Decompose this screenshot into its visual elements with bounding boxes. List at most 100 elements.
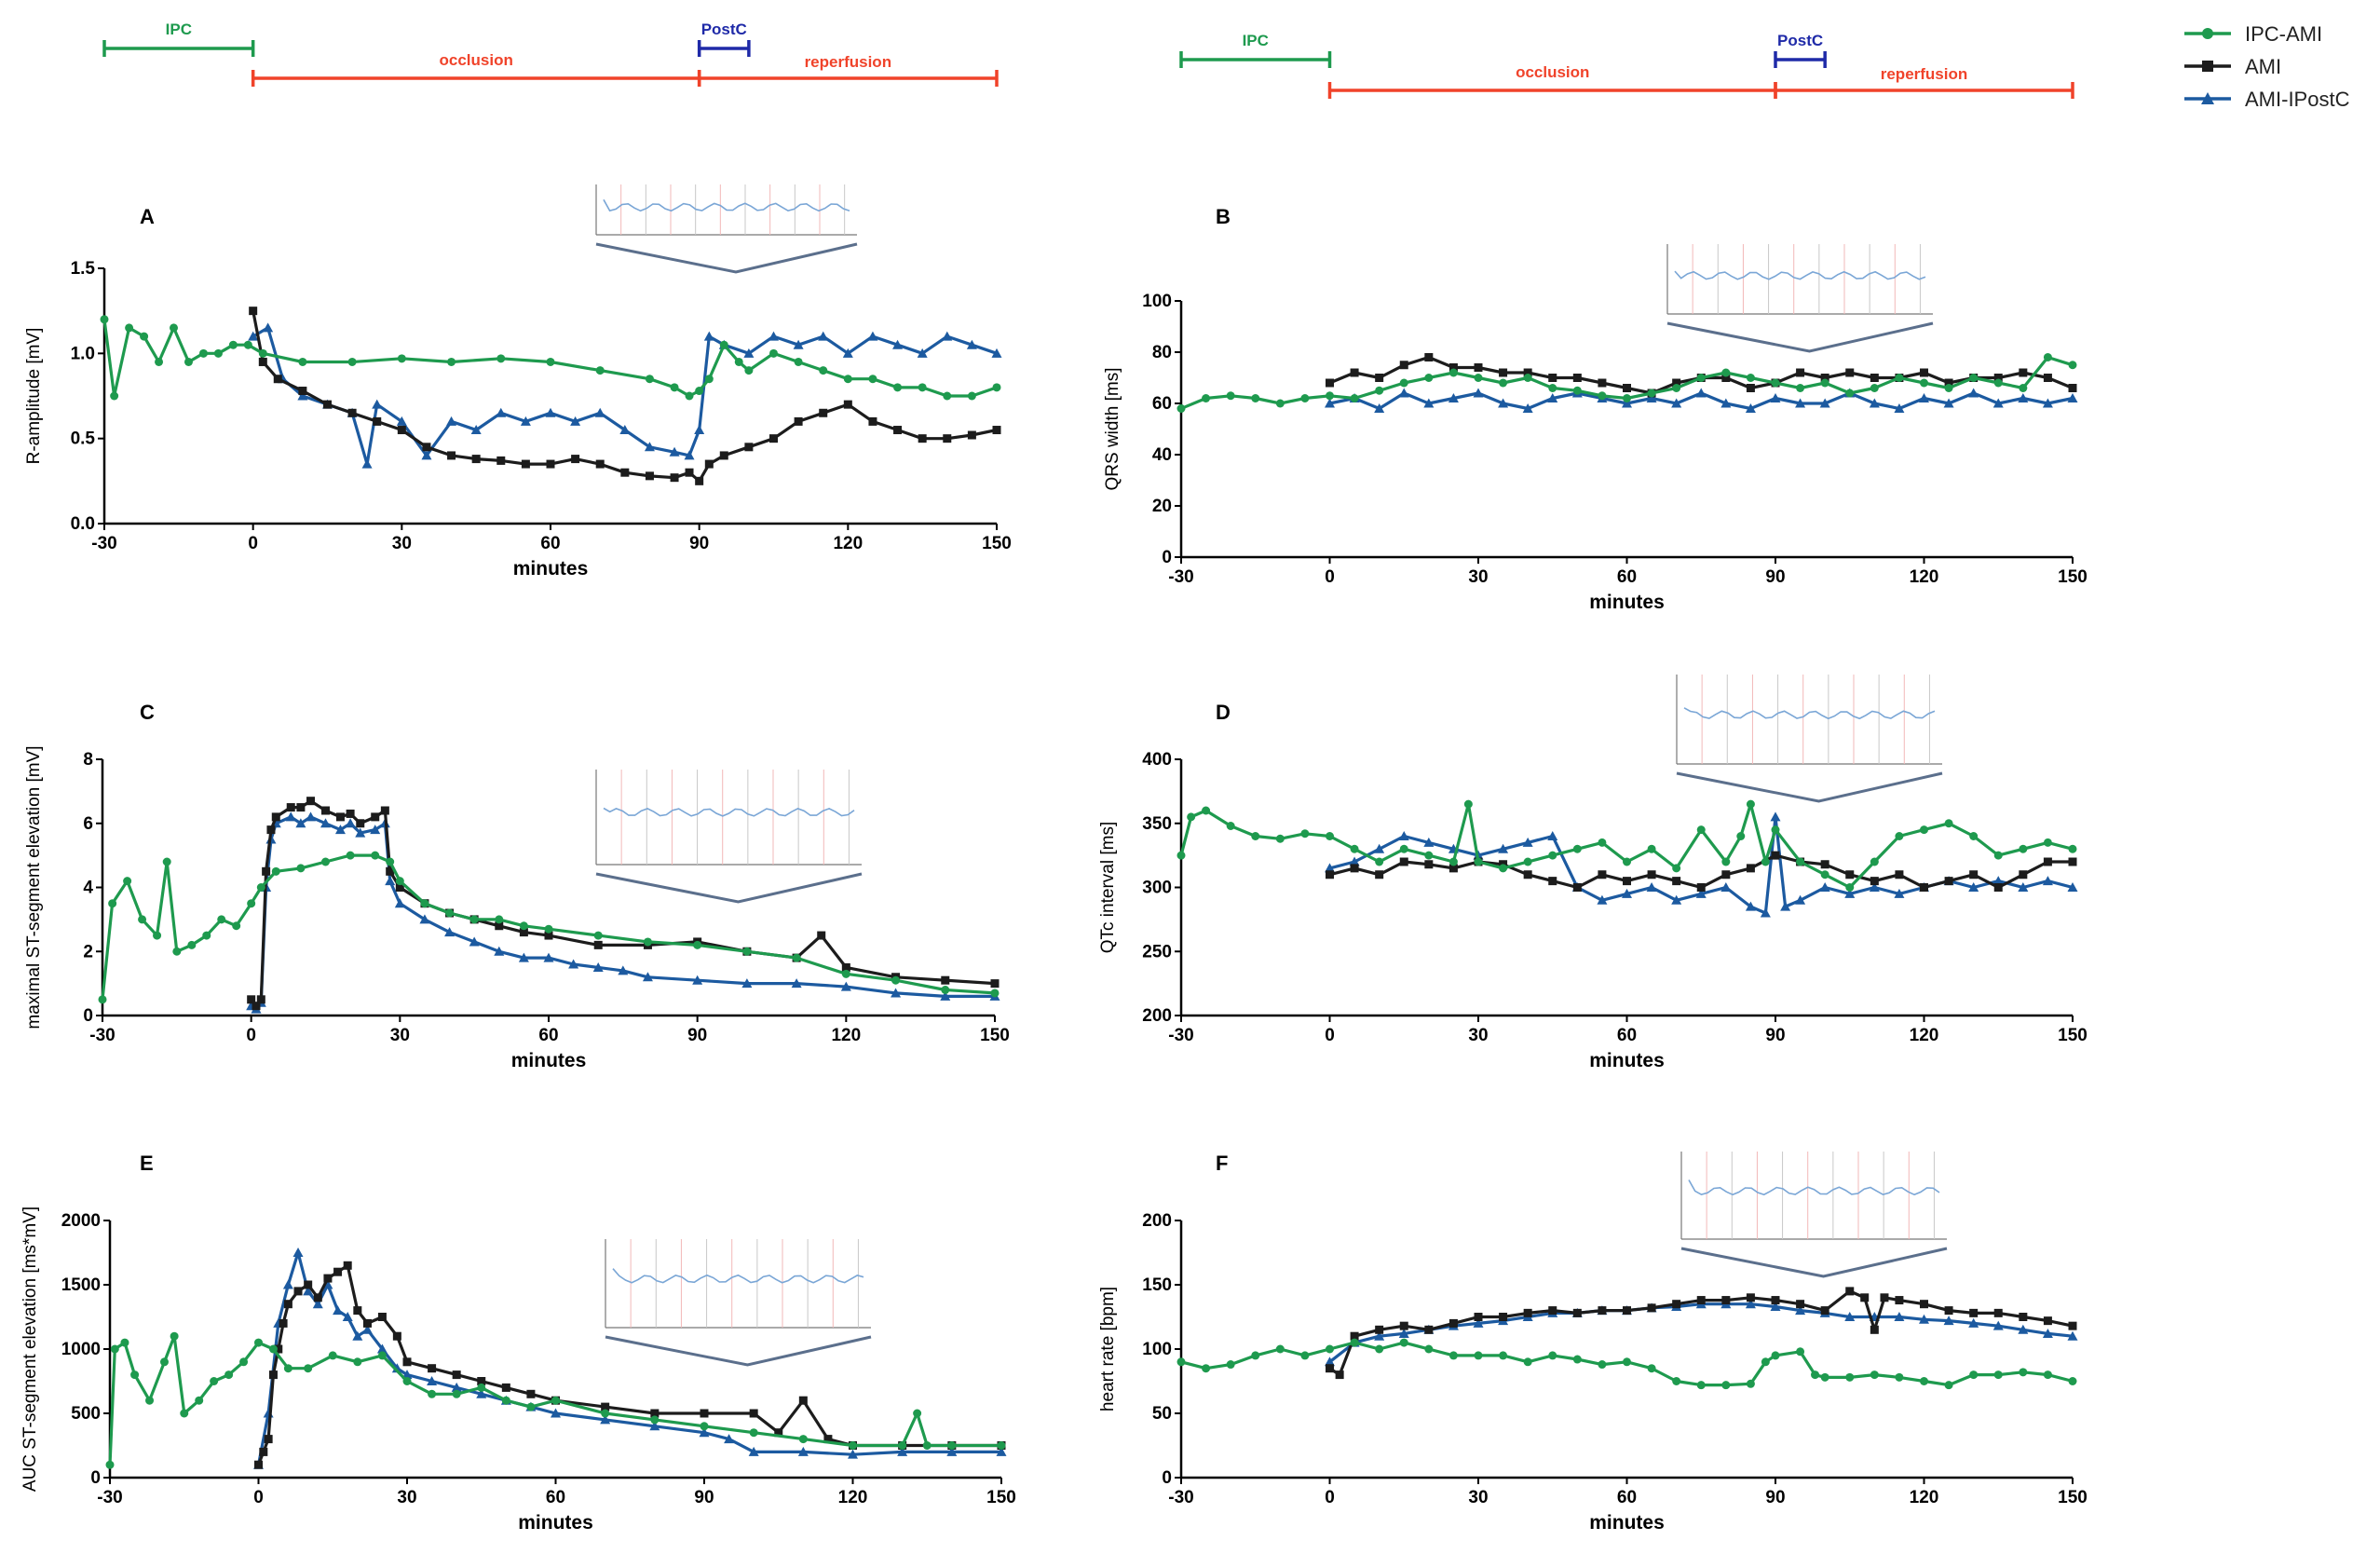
data-point xyxy=(1969,1370,1979,1380)
data-point xyxy=(1811,1370,1820,1380)
data-point xyxy=(544,924,553,934)
inset-trace xyxy=(1674,270,1926,280)
x-tick-label: -30 xyxy=(1168,1026,1193,1045)
data-point xyxy=(1374,843,1385,853)
data-point xyxy=(1350,368,1359,377)
data-point xyxy=(1845,883,1855,892)
data-point xyxy=(1695,888,1707,898)
y-tick-label: 250 xyxy=(1142,942,1172,961)
series-ami xyxy=(1326,851,2077,892)
data-point xyxy=(1399,857,1408,866)
data-point xyxy=(397,426,406,435)
series-line xyxy=(1329,853,2073,890)
data-point xyxy=(1448,857,1458,866)
data-point xyxy=(1647,844,1656,853)
x-tick-label: 0 xyxy=(253,1488,264,1507)
data-point xyxy=(1375,1344,1384,1354)
data-point xyxy=(1448,363,1458,372)
data-point xyxy=(1770,393,1781,402)
data-point xyxy=(1424,353,1434,361)
data-point xyxy=(247,995,256,1004)
data-point xyxy=(842,348,853,358)
data-point xyxy=(841,962,850,972)
x-tick-label: 90 xyxy=(687,1026,707,1045)
y-axis-label: AUC ST-segment elevation [ms*mV] xyxy=(20,1207,40,1492)
x-tick-label: -30 xyxy=(91,534,116,553)
data-point xyxy=(1176,851,1186,860)
data-point xyxy=(840,981,851,991)
data-point xyxy=(377,1351,387,1360)
data-point xyxy=(1350,394,1359,402)
data-point xyxy=(1448,1351,1458,1360)
data-point xyxy=(1647,389,1656,398)
data-point xyxy=(546,459,555,469)
data-point xyxy=(1993,883,2003,892)
data-point xyxy=(444,927,456,937)
data-point xyxy=(1721,1381,1731,1390)
data-point xyxy=(1498,843,1509,853)
data-point xyxy=(2068,844,2077,853)
data-point xyxy=(891,975,901,985)
data-point xyxy=(940,990,951,1001)
data-point xyxy=(1275,1344,1285,1354)
data-point xyxy=(2043,1370,2052,1380)
data-point xyxy=(362,1318,372,1328)
data-point xyxy=(917,348,928,358)
x-axis-label: minutes xyxy=(1589,1050,1665,1071)
data-point xyxy=(742,947,752,956)
series-ami-ipostc xyxy=(1325,1299,2078,1367)
series-ami xyxy=(254,1261,1006,1469)
legend-item: IPC-AMI xyxy=(2184,22,2322,46)
data-point xyxy=(700,1409,709,1418)
data-point xyxy=(1647,870,1656,879)
data-point xyxy=(1844,888,1856,898)
data-point xyxy=(268,1344,278,1354)
data-point xyxy=(1424,860,1434,869)
data-point xyxy=(593,940,603,949)
data-point xyxy=(1870,857,1879,866)
data-point xyxy=(1780,901,1791,911)
y-tick-label: 1000 xyxy=(61,1340,101,1359)
data-point xyxy=(447,451,456,460)
data-point xyxy=(396,416,407,426)
data-point xyxy=(1870,1370,1879,1380)
data-point xyxy=(849,1441,857,1450)
data-point xyxy=(1746,374,1755,382)
data-point xyxy=(1374,1330,1385,1341)
data-point xyxy=(1968,882,1979,892)
legend-label: AMI xyxy=(2245,55,2281,78)
x-tick-label: 60 xyxy=(1617,567,1637,587)
data-point xyxy=(217,915,226,924)
data-point xyxy=(377,1313,387,1321)
data-point xyxy=(943,434,952,443)
data-point xyxy=(1646,393,1657,402)
data-point xyxy=(427,1376,438,1385)
panel-label: B xyxy=(1216,205,1231,228)
data-point xyxy=(1943,1316,1954,1326)
data-point xyxy=(184,357,193,366)
data-point xyxy=(110,391,119,401)
data-point xyxy=(1672,378,1681,388)
y-tick-label: 20 xyxy=(1152,497,1172,516)
data-point xyxy=(345,818,356,828)
data-point xyxy=(496,456,506,465)
data-point xyxy=(187,940,197,949)
data-point xyxy=(1746,1293,1755,1302)
x-tick-label: -30 xyxy=(97,1488,122,1507)
data-point xyxy=(2019,1368,2028,1377)
data-point xyxy=(526,1402,536,1411)
data-point xyxy=(1993,378,2003,388)
x-tick-label: 150 xyxy=(2058,567,2088,587)
data-point xyxy=(159,1357,169,1367)
data-point xyxy=(1548,384,1557,392)
y-axis-label: R-amplitude [mV] xyxy=(24,328,44,465)
data-point xyxy=(1796,384,1805,392)
data-point xyxy=(1746,864,1755,873)
y-tick-label: 0 xyxy=(1162,1468,1172,1488)
data-point xyxy=(108,899,117,908)
data-point xyxy=(1894,1312,1905,1321)
data-point xyxy=(1761,857,1770,866)
x-axis-label: minutes xyxy=(511,1050,587,1071)
